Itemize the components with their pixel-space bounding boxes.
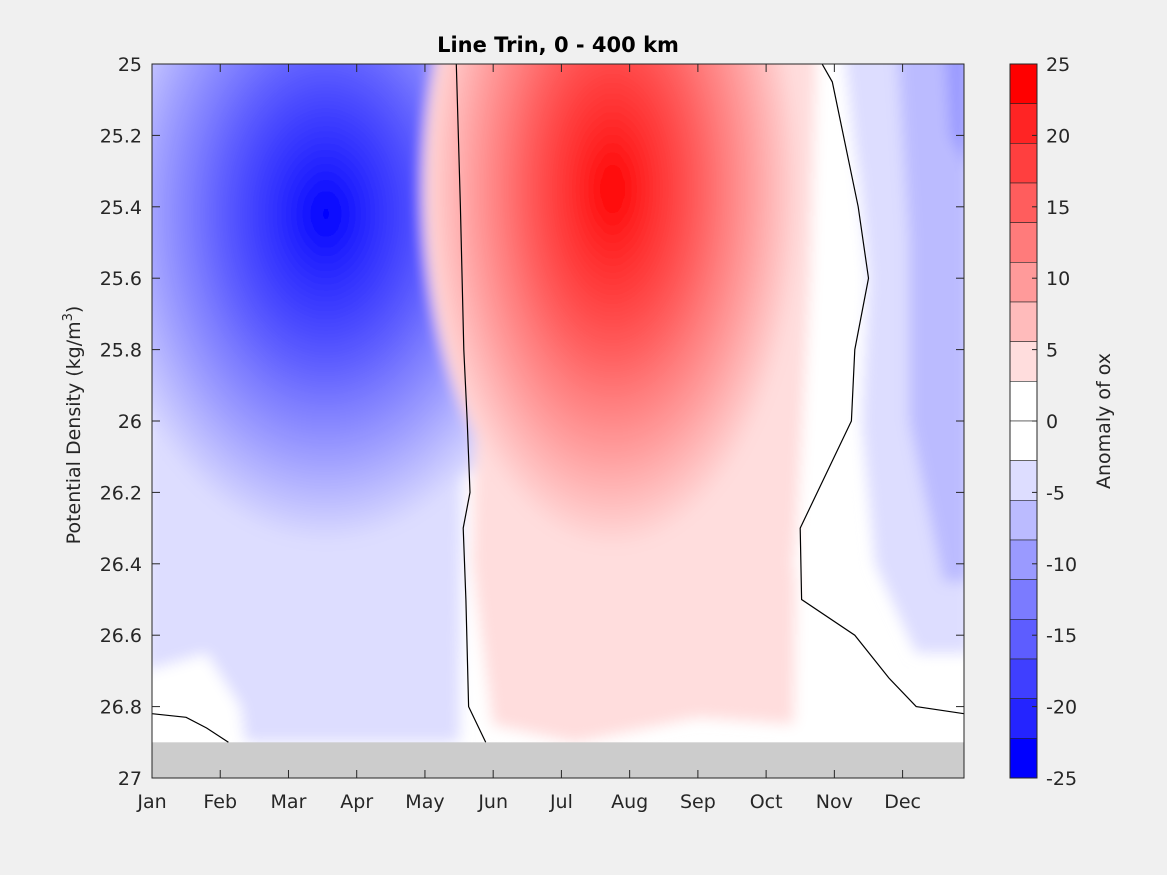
anomaly-field <box>152 64 964 761</box>
y-tick-label: 26.8 <box>100 697 142 719</box>
colorbar-tick-label: -5 <box>1046 482 1065 504</box>
no-data-region <box>152 742 964 778</box>
x-tick-label: Apr <box>340 791 373 813</box>
colorbar-tick-label: 5 <box>1046 340 1058 362</box>
colorbar-swatches <box>1009 63 1038 779</box>
y-tick-label: 25.8 <box>100 340 142 362</box>
colorbar-swatch <box>1009 103 1038 144</box>
colorbar-swatch <box>1009 143 1038 184</box>
x-tick-label: Aug <box>611 791 648 813</box>
y-axis: 25 25.2 25.4 25.6 25.8 26 26.2 26.4 26.6 26.8 27 <box>100 54 964 790</box>
x-tick-label: Sep <box>680 791 716 813</box>
colorbar-tick-label: 20 <box>1046 125 1070 147</box>
x-tick-label: Oct <box>750 791 783 813</box>
chart-title: Line Trin, 0 - 400 km <box>437 33 679 57</box>
colorbar-swatch <box>1009 262 1038 303</box>
x-axis: Jan Feb Mar Apr May Jun Jul Aug Sep Oct Nov Dec <box>136 64 921 813</box>
colorbar-swatch <box>1009 579 1038 620</box>
colorbar-swatch <box>1009 658 1038 699</box>
colorbar-tick-label: 10 <box>1046 268 1070 290</box>
colorbar-swatch <box>1009 63 1038 104</box>
positive-core <box>422 64 803 549</box>
colorbar-tick-label: 15 <box>1046 197 1070 219</box>
colorbar-tick-label: 25 <box>1046 54 1070 76</box>
colorbar-tick-label: 0 <box>1046 411 1058 433</box>
zero-contours <box>152 64 964 743</box>
colorbar-swatch <box>1009 341 1038 382</box>
colorbar: 25 20 15 10 5 0 -5 -10 -15 -20 -25 Anomaly of ox <box>1009 54 1115 790</box>
y-tick-label: 27 <box>118 768 142 790</box>
colorbar-swatch <box>1009 698 1038 739</box>
y-tick-label: 25 <box>118 54 142 76</box>
y-tick-label: 26 <box>118 411 142 433</box>
zero-contour-line <box>455 64 487 743</box>
colorbar-tick-label: -25 <box>1046 768 1077 790</box>
y-tick-label: 26.4 <box>100 554 142 576</box>
x-tick-label: Feb <box>203 791 237 813</box>
colorbar-swatch <box>1009 619 1038 660</box>
neutral-region-bottom-left <box>152 653 248 761</box>
colorbar-swatch <box>1009 460 1038 501</box>
x-tick-label: Dec <box>884 791 921 813</box>
x-tick-label: Jul <box>549 791 573 813</box>
y-tick-label: 25.2 <box>100 125 142 147</box>
y-axis-label-suffix: ) <box>63 306 85 313</box>
colorbar-tick-label: -15 <box>1046 625 1077 647</box>
colorbar-ticks: 25 20 15 10 5 0 -5 -10 -15 -20 -25 <box>1032 54 1077 790</box>
y-axis-label-superscript: 3 <box>61 313 76 321</box>
x-tick-label: Nov <box>816 791 853 813</box>
y-tick-label: 25.4 <box>100 197 142 219</box>
colorbar-swatch <box>1009 381 1038 422</box>
y-axis-label-main: Potential Density (kg/m <box>63 321 85 544</box>
y-axis-label: Potential Density (kg/m3) <box>61 306 85 545</box>
y-tick-label: 25.6 <box>100 268 142 290</box>
negative-region-right-mid <box>898 64 964 582</box>
colorbar-swatch <box>1009 182 1038 223</box>
plot-area: Jan Feb Mar Apr May Jun Jul Aug Sep Oct Nov Dec 252… <box>100 54 965 813</box>
neutral-region-right <box>793 64 964 761</box>
x-tick-label: May <box>405 791 444 813</box>
y-tick-label: 26.6 <box>100 625 142 647</box>
colorbar-swatch <box>1009 539 1038 580</box>
x-tick-label: Jan <box>136 791 166 813</box>
x-tick-label: Jun <box>477 791 508 813</box>
colorbar-label: Anomaly of ox <box>1093 353 1115 489</box>
zero-contour-line <box>152 713 229 743</box>
colorbar-swatch <box>1009 500 1038 541</box>
colorbar-swatch <box>1009 301 1038 342</box>
colorbar-swatch <box>1009 222 1038 263</box>
colorbar-tick-label: -10 <box>1046 554 1077 576</box>
colorbar-swatch <box>1009 420 1038 461</box>
zero-contour-line <box>799 64 964 715</box>
colorbar-tick-label: -20 <box>1046 697 1077 719</box>
colorbar-swatch <box>1009 738 1038 779</box>
y-tick-label: 26.2 <box>100 482 142 504</box>
x-tick-label: Mar <box>271 791 307 813</box>
